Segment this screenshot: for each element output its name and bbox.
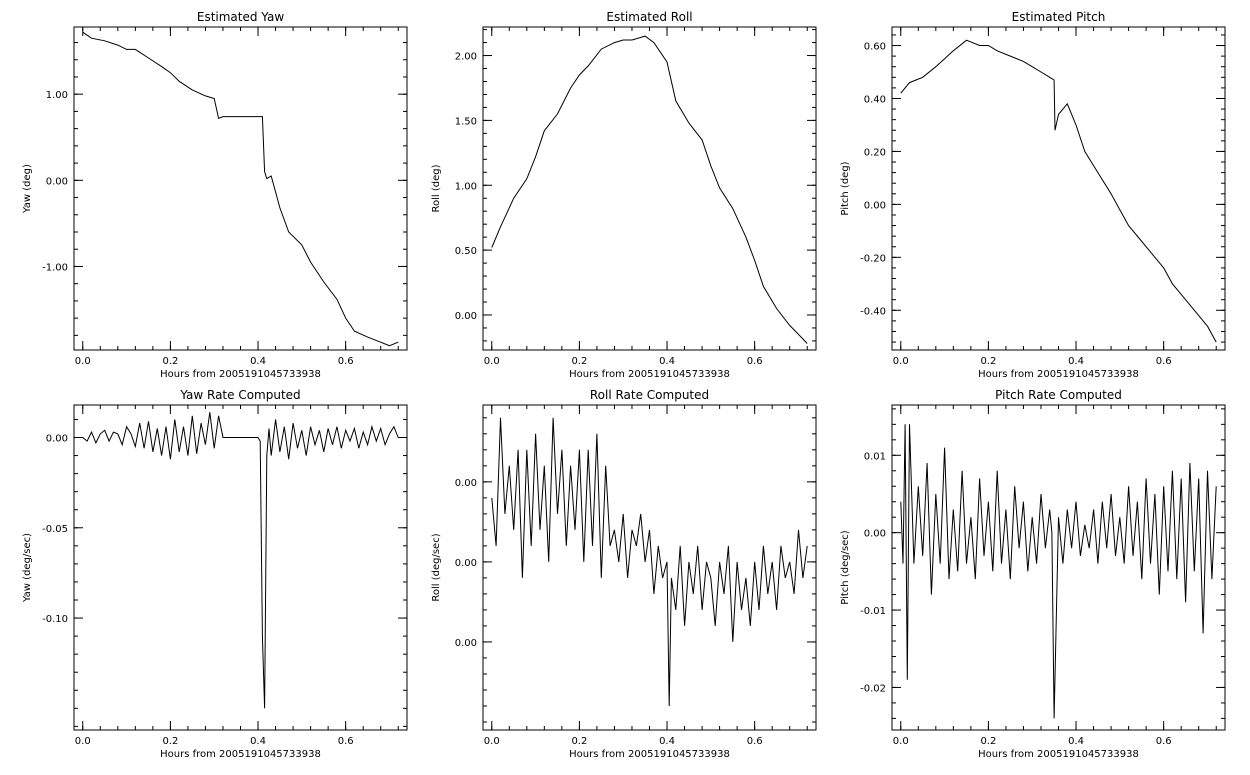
series-line [82, 412, 399, 709]
x-tick-label: 0.4 [250, 356, 266, 367]
x-axis-label: Hours from 2005191045733938 [978, 369, 1139, 380]
x-tick-label: 0.6 [338, 736, 354, 747]
x-tick-label: 0.2 [162, 736, 178, 747]
x-axis-label: Hours from 2005191045733938 [978, 749, 1139, 760]
y-axis-label: Pitch (deg/sec) [840, 530, 851, 605]
y-axis-label: Yaw (deg) [22, 164, 33, 214]
x-tick-label: 0.4 [1068, 736, 1084, 747]
y-tick-label: -0.01 [860, 606, 886, 617]
x-tick-label: 0.2 [571, 356, 587, 367]
y-tick-label: 1.50 [455, 116, 477, 127]
chart-title: Yaw Rate Computed [179, 388, 300, 402]
x-axis-label: Hours from 2005191045733938 [569, 369, 730, 380]
y-tick-label: -0.40 [860, 306, 886, 317]
x-tick-label: 0.0 [893, 356, 909, 367]
plot-frame [891, 26, 1226, 351]
y-tick-label: 0.00 [455, 638, 477, 649]
x-tick-label: 0.6 [1156, 736, 1172, 747]
plot-frame [482, 26, 817, 351]
x-tick-label: 0.2 [162, 356, 178, 367]
plot-frame [891, 404, 1226, 731]
x-tick-label: 0.2 [980, 356, 996, 367]
chart-panel-1: Estimated Yaw Hours from 2005191045733938… [22, 10, 408, 380]
y-tick-label: -0.05 [42, 524, 68, 535]
x-tick-label: 0.0 [75, 736, 91, 747]
x-axis-label: Hours from 2005191045733938 [569, 749, 730, 760]
y-axis-label: Roll (deg) [431, 164, 442, 212]
x-axis-label: Hours from 2005191045733938 [160, 749, 321, 760]
plot-frame [73, 26, 408, 351]
x-tick-label: 0.0 [893, 736, 909, 747]
chart-title: Estimated Roll [606, 10, 692, 24]
x-tick-label: 0.6 [338, 356, 354, 367]
y-tick-label: -1.00 [42, 262, 68, 273]
y-tick-label: -0.10 [42, 614, 68, 625]
y-tick-label: 0.00 [46, 176, 68, 187]
chart-panel-4: Yaw Rate Computed Hours from 200519104573… [22, 388, 408, 760]
y-axis-label: Yaw (deg/sec) [22, 533, 33, 603]
chart-title: Roll Rate Computed [590, 388, 709, 402]
y-tick-label: -0.20 [860, 253, 886, 264]
series-line [491, 35, 808, 344]
y-tick-label: 0.00 [455, 558, 477, 569]
y-tick-label: 0.60 [864, 42, 886, 53]
chart-panel-2: Estimated Roll Hours from 200519104573393… [431, 10, 817, 380]
y-axis-label: Roll (deg/sec) [431, 533, 442, 601]
x-tick-label: 0.0 [484, 356, 500, 367]
series-line [82, 31, 399, 347]
series-line [900, 39, 1217, 343]
y-tick-label: 0.40 [864, 94, 886, 105]
y-tick-label: 0.01 [864, 451, 886, 462]
y-tick-label: 0.00 [864, 529, 886, 540]
x-axis-label: Hours from 2005191045733938 [160, 369, 321, 380]
x-tick-label: 0.0 [484, 736, 500, 747]
chart-title: Estimated Yaw [197, 10, 284, 24]
y-tick-label: 0.00 [46, 434, 68, 445]
x-tick-label: 0.0 [75, 356, 91, 367]
chart-title: Estimated Pitch [1012, 10, 1106, 24]
x-tick-label: 0.6 [747, 356, 763, 367]
y-tick-label: -0.02 [860, 683, 886, 694]
x-tick-label: 0.2 [980, 736, 996, 747]
x-tick-label: 0.6 [1156, 356, 1172, 367]
series-line [491, 417, 808, 707]
y-tick-label: 1.00 [455, 181, 477, 192]
chart-panel-6: Pitch Rate Computed Hours from 2005191045… [840, 388, 1226, 760]
y-tick-label: 0.00 [864, 200, 886, 211]
chart-panel-5: Roll Rate Computed Hours from 20051910457… [431, 388, 817, 760]
plot-frame [482, 404, 817, 731]
y-tick-label: 0.00 [455, 311, 477, 322]
y-tick-label: 0.20 [864, 147, 886, 158]
x-tick-label: 0.4 [659, 736, 675, 747]
chart-title: Pitch Rate Computed [995, 388, 1122, 402]
chart-panel-3: Estimated Pitch Hours from 20051910457339… [840, 10, 1226, 380]
series-line [900, 424, 1217, 719]
x-tick-label: 0.4 [250, 736, 266, 747]
y-tick-label: 0.50 [455, 246, 477, 257]
x-tick-label: 0.4 [1068, 356, 1084, 367]
y-tick-label: 1.00 [46, 90, 68, 101]
y-tick-label: 2.00 [455, 52, 477, 63]
x-tick-label: 0.6 [747, 736, 763, 747]
y-tick-label: 0.00 [455, 478, 477, 489]
x-tick-label: 0.4 [659, 356, 675, 367]
plot-frame [73, 404, 408, 731]
y-axis-label: Pitch (deg) [840, 161, 851, 215]
x-tick-label: 0.2 [571, 736, 587, 747]
